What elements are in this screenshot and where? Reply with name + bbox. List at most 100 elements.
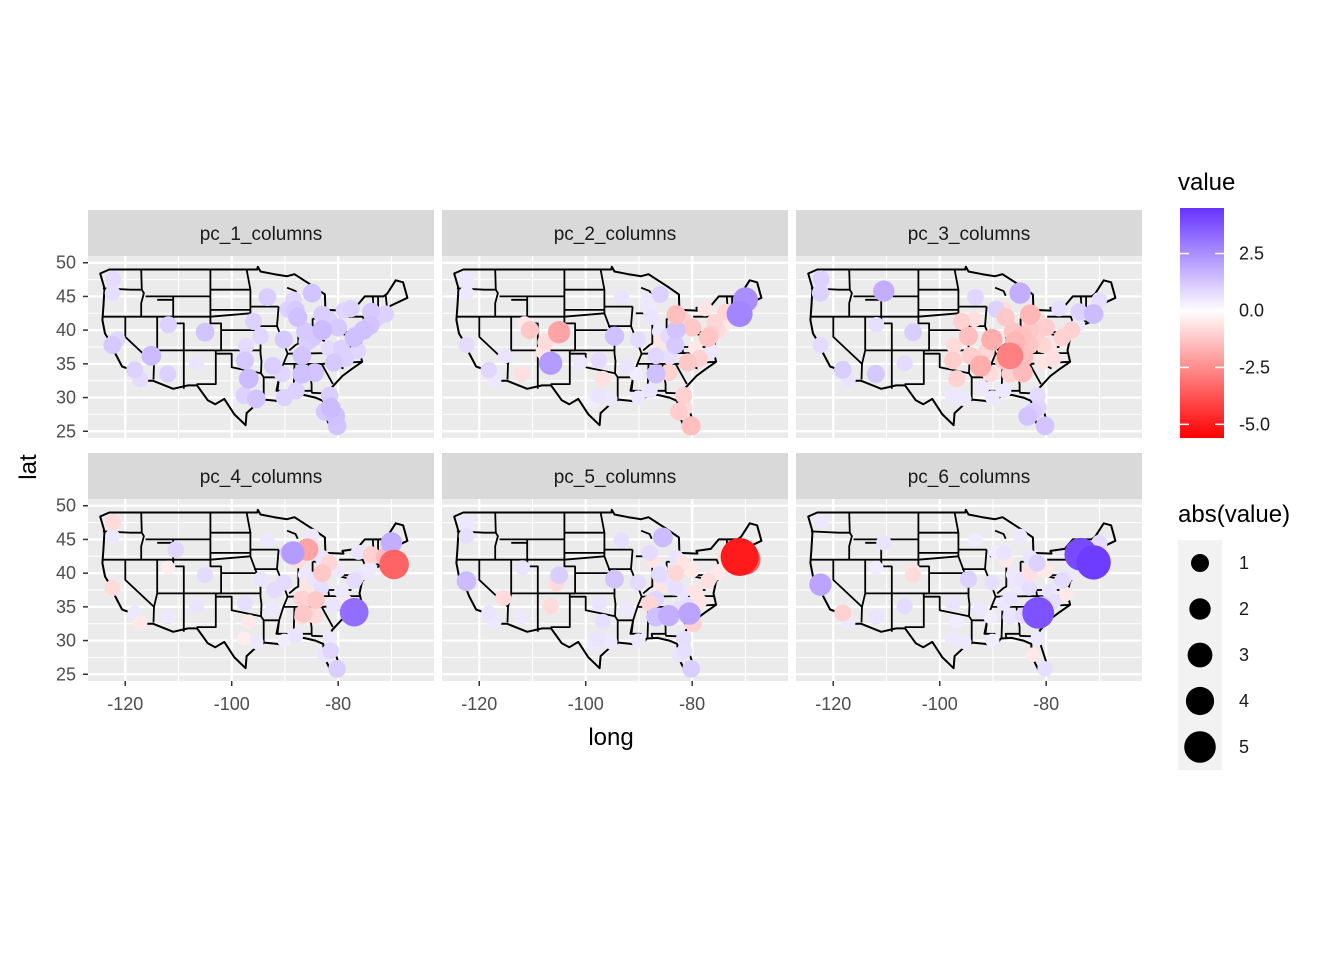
data-point <box>324 353 343 372</box>
x-tick-label: -80 <box>1033 694 1059 714</box>
state-border <box>860 363 863 380</box>
data-point <box>700 572 716 589</box>
data-point <box>905 567 922 584</box>
data-point <box>1063 321 1081 339</box>
state-border <box>152 363 155 380</box>
data-point <box>265 601 281 617</box>
data-point <box>1083 304 1104 324</box>
state-border <box>140 532 145 560</box>
y-axis: 25 30 35 40 45 50 <box>56 253 88 441</box>
state-border <box>923 352 973 400</box>
data-point <box>904 323 922 342</box>
data-point <box>379 549 409 580</box>
data-point <box>944 351 962 370</box>
data-point <box>613 532 630 548</box>
size-key-label: 2 <box>1239 599 1249 619</box>
data-point <box>1019 304 1041 325</box>
x-axis: -120 -100 -80 <box>107 681 351 714</box>
facet-strip <box>796 210 1142 256</box>
data-point <box>288 628 304 644</box>
data-point <box>362 561 378 576</box>
data-point <box>542 598 559 615</box>
data-point <box>238 337 255 354</box>
data-point <box>159 316 177 334</box>
y-tick-label: 35 <box>56 354 76 374</box>
data-point <box>1025 647 1041 662</box>
data-point <box>481 605 497 621</box>
data-point <box>456 571 477 592</box>
data-point <box>973 601 988 617</box>
data-point <box>189 355 205 371</box>
y-tick-label: 50 <box>56 253 76 273</box>
data-point <box>380 532 403 554</box>
data-point <box>682 660 700 678</box>
facet-title: pc_4_columns <box>200 467 323 488</box>
data-point <box>602 634 618 650</box>
facet-strip <box>88 453 434 499</box>
colorbar <box>1180 208 1224 438</box>
facet-panel-pc_1_columns: pc_1_columns 25 30 35 40 45 50 <box>56 210 434 441</box>
x-tick-label: -80 <box>325 694 351 714</box>
data-point <box>1012 362 1033 383</box>
data-point <box>189 598 205 614</box>
data-point <box>631 633 646 648</box>
state-border <box>848 532 853 560</box>
data-point <box>958 326 979 346</box>
data-point <box>480 361 498 379</box>
state-border <box>102 555 251 561</box>
data-point <box>252 571 269 587</box>
data-point <box>1002 591 1018 607</box>
y-axis: 25 30 35 40 45 50 <box>56 496 88 684</box>
x-tick-label: -100 <box>568 694 604 714</box>
state-border <box>569 352 619 400</box>
data-point <box>514 560 531 576</box>
state-border <box>102 312 251 318</box>
data-point <box>642 383 658 399</box>
data-point <box>538 351 563 375</box>
facet-title: pc_6_columns <box>908 467 1031 488</box>
state-border <box>152 606 155 623</box>
data-point <box>281 541 305 565</box>
data-point <box>641 595 658 612</box>
data-point <box>141 345 162 366</box>
y-tick-label: 45 <box>56 529 76 549</box>
state-border <box>320 363 334 385</box>
data-point <box>975 380 990 395</box>
data-point <box>945 595 961 612</box>
facet-title: pc_1_columns <box>200 224 323 245</box>
data-point <box>1054 572 1071 589</box>
data-point <box>248 634 264 650</box>
y-tick-label: 50 <box>56 496 76 516</box>
data-point <box>520 321 539 340</box>
y-tick-label: 35 <box>56 597 76 617</box>
x-tick-label: -100 <box>214 694 250 714</box>
data-point <box>322 642 340 659</box>
data-points <box>103 270 395 436</box>
state-border <box>494 532 499 560</box>
state-border <box>494 289 499 317</box>
data-point <box>160 609 176 625</box>
data-points <box>456 514 761 678</box>
y-tick-label: 45 <box>56 286 76 306</box>
data-points <box>811 270 1108 436</box>
data-point <box>328 660 346 678</box>
data-point <box>1009 282 1031 304</box>
data-point <box>726 301 753 327</box>
data-point <box>274 330 293 349</box>
y-tick-label: 25 <box>56 421 76 441</box>
data-point <box>1022 597 1055 629</box>
data-point <box>514 366 530 382</box>
colorbar-tick-label: -5.0 <box>1239 414 1270 434</box>
data-point <box>294 604 313 623</box>
size-key-circle <box>1191 554 1209 572</box>
data-point <box>812 270 830 288</box>
data-point <box>339 597 369 627</box>
data-point <box>981 328 1003 351</box>
data-point <box>996 308 1015 327</box>
axes: long lat <box>15 454 634 751</box>
data-point <box>631 390 646 405</box>
data-point <box>514 609 530 625</box>
data-point <box>550 566 568 585</box>
state-border <box>810 555 959 561</box>
